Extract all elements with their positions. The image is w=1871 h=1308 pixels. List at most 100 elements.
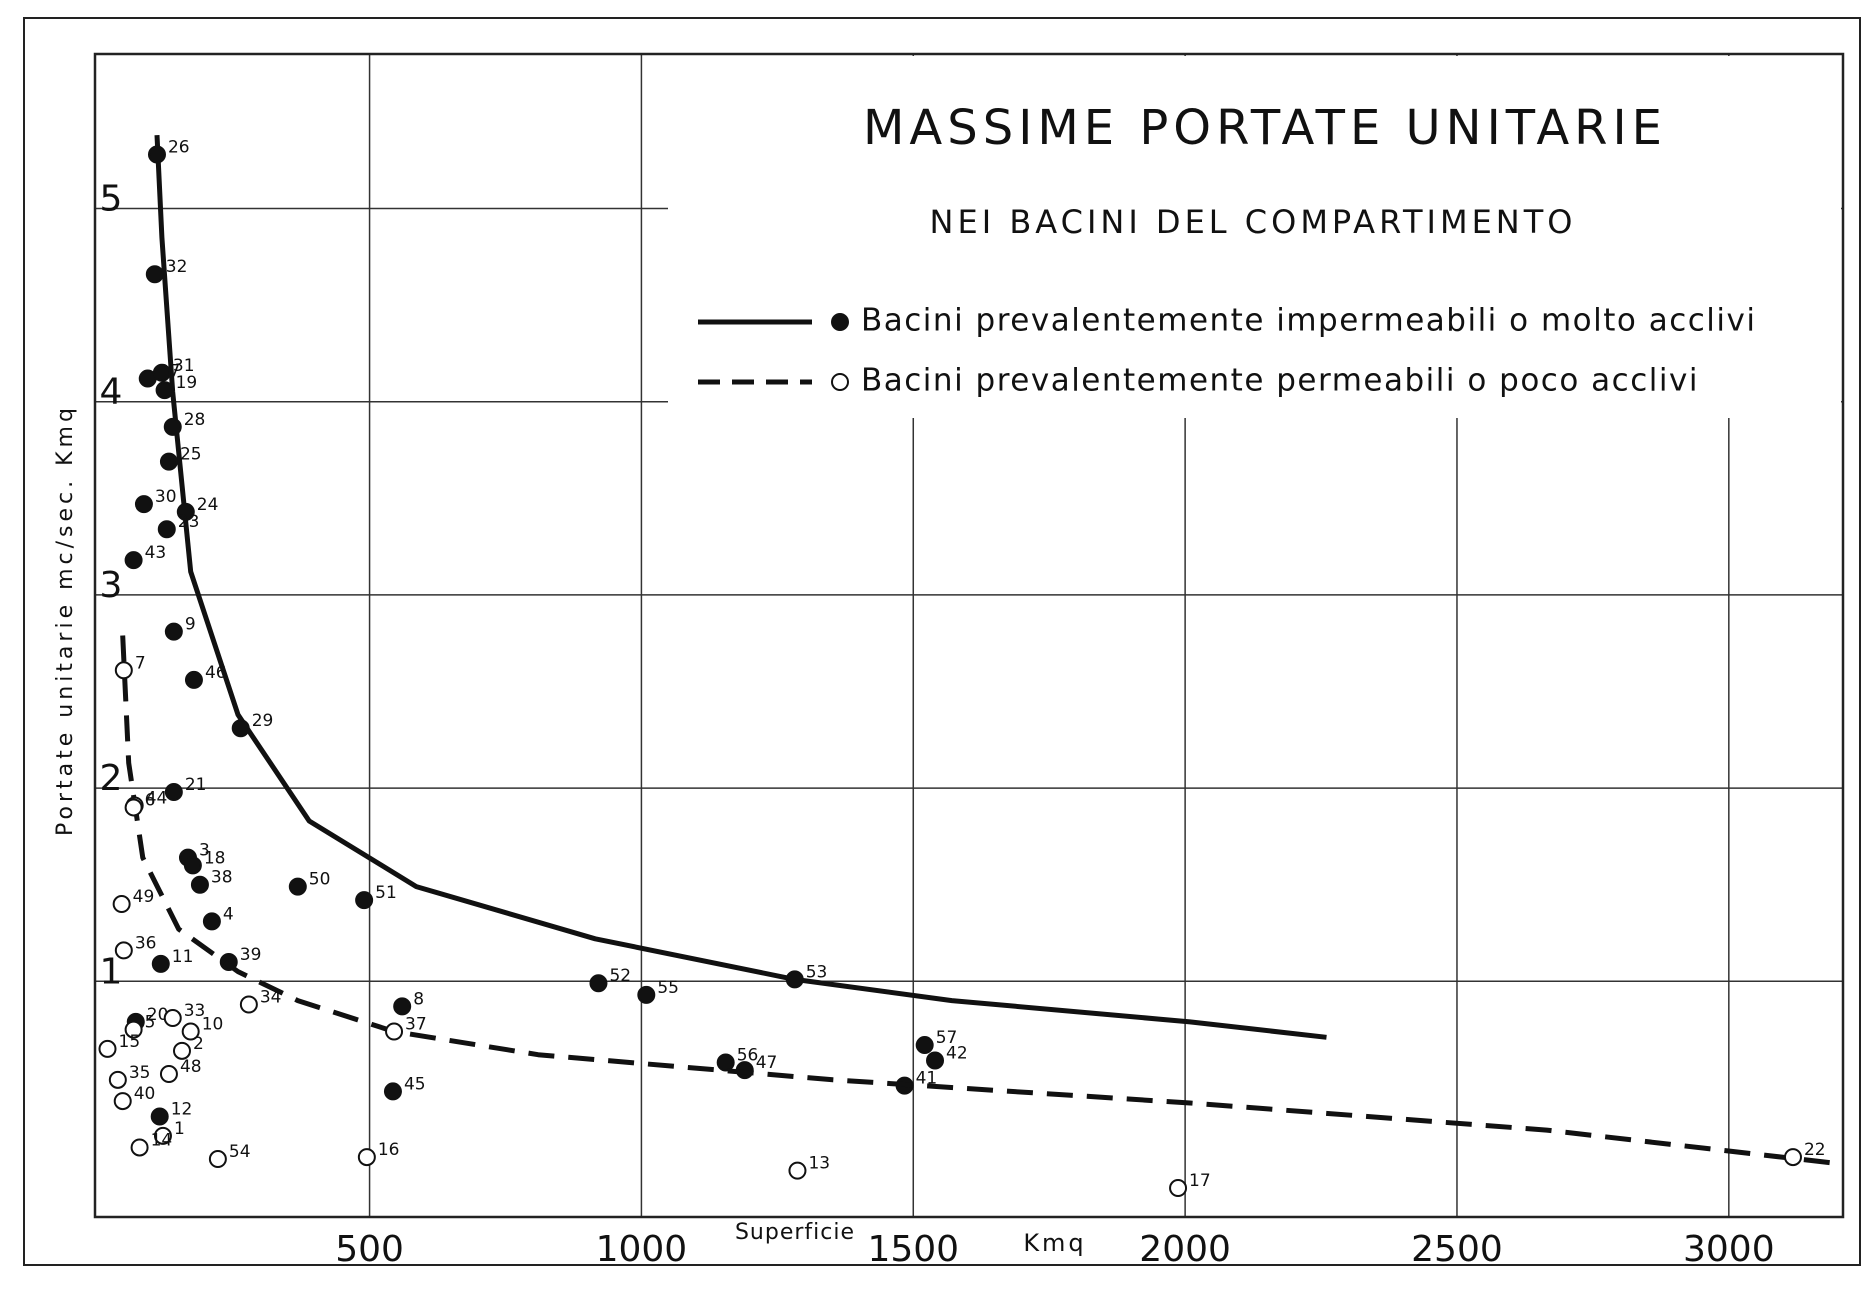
legend-box [668,56,1841,418]
point-label: 54 [229,1142,251,1162]
point-label: 22 [1804,1140,1826,1160]
data-point [150,1107,169,1126]
point-label: 1 [174,1119,185,1139]
point-label: 6 [145,790,156,810]
point-label: 40 [134,1084,156,1104]
point-label: 33 [184,1001,206,1021]
data-point [181,1022,200,1041]
data-point [788,1161,807,1180]
y-axis-label: Portate unitarie mc/sec. Kmq [53,404,78,836]
point-label: 38 [211,868,233,888]
point-label: 47 [756,1053,778,1073]
data-point [124,551,143,570]
x-tick-label: 500 [335,1229,404,1270]
data-point [151,954,170,973]
y-tick-label: 4 [100,372,123,413]
data-point [393,997,412,1016]
point-label: 12 [171,1100,193,1120]
data-point [184,670,203,689]
point-label: 4 [223,904,234,924]
data-point [159,452,178,471]
data-point [108,1070,127,1089]
point-label: 8 [413,989,424,1009]
point-label: 26 [168,137,190,157]
y-tick-label: 3 [100,565,123,606]
point-label: 16 [378,1140,400,1160]
point-label: 56 [737,1045,759,1065]
point-label: 13 [808,1154,830,1174]
data-point [163,1009,182,1028]
data-point [357,1148,376,1167]
point-label: 52 [609,966,631,986]
trend-curve [154,134,1327,1040]
point-label: 41 [916,1069,938,1089]
point-label: 50 [309,870,331,890]
point-label: 9 [185,615,196,635]
y-tick-label: 5 [100,179,123,220]
point-label: 14 [151,1130,173,1150]
point-label: 39 [240,945,262,965]
y-tick-label: 1 [100,951,123,992]
outer-frame [23,17,1861,1266]
point-label: 3 [199,841,210,861]
point-label: 19 [176,373,198,393]
data-point [124,798,143,817]
data-point [130,1138,149,1157]
point-label: 23 [178,512,200,532]
point-label: 10 [202,1015,224,1035]
x-tick-label: 1000 [596,1229,688,1270]
data-point [383,1082,402,1101]
point-label: 43 [145,543,167,563]
data-point [145,265,164,284]
legend-label: Bacini prevalentemente impermeabili o mo… [861,303,1757,339]
x-tick-label: 3000 [1683,1229,1775,1270]
data-point [239,995,258,1014]
point-label: 48 [180,1057,202,1077]
data-point [208,1150,227,1169]
point-label: 36 [135,933,157,953]
data-point [172,1041,191,1060]
data-point [155,381,174,400]
data-point [183,856,202,875]
data-point [114,661,133,680]
legend: Bacini prevalentemente impermeabili o mo… [698,303,1757,399]
point-label: 57 [936,1028,958,1048]
x-axis-label: Superficie [735,1220,855,1245]
point-label: 28 [184,410,206,430]
legend-marker [831,373,849,391]
point-label: 30 [155,487,177,507]
data-point [1783,1148,1802,1167]
x-tick-label: 2000 [1139,1229,1231,1270]
data-point [153,1126,172,1145]
data-point [164,782,183,801]
trend-curve [120,635,1833,1166]
point-label: 5 [145,1013,156,1033]
point-label: 2 [193,1034,204,1054]
x-tick-label: 1500 [867,1229,959,1270]
point-label: 15 [119,1032,141,1052]
point-label: 32 [166,257,188,277]
legend-label: Bacini prevalentemente permeabili o poco… [861,363,1699,399]
point-label: 42 [946,1044,968,1064]
point-label: 17 [1189,1171,1211,1191]
marks: 2632273119282530242343946292131838505143… [98,134,1833,1198]
data-point [785,970,804,989]
point-label: 46 [205,663,227,683]
point-label: 49 [133,887,155,907]
point-label: 31 [173,356,195,376]
point-label: 34 [260,987,282,1007]
point-label: 53 [806,962,828,982]
point-label: 21 [185,775,207,795]
chart-subtitle: NEI BACINI DEL COMPARTIMENTO [930,203,1577,241]
data-point [147,145,166,164]
data-point [112,895,131,914]
point-label: 29 [252,711,274,731]
point-label: 11 [172,947,194,967]
data-point [231,719,250,738]
point-label: 24 [197,495,219,515]
point-label: 18 [204,848,226,868]
point-label: 45 [404,1074,426,1094]
data-point [134,495,153,514]
x-axis-unit: Kmq [1023,1229,1086,1257]
